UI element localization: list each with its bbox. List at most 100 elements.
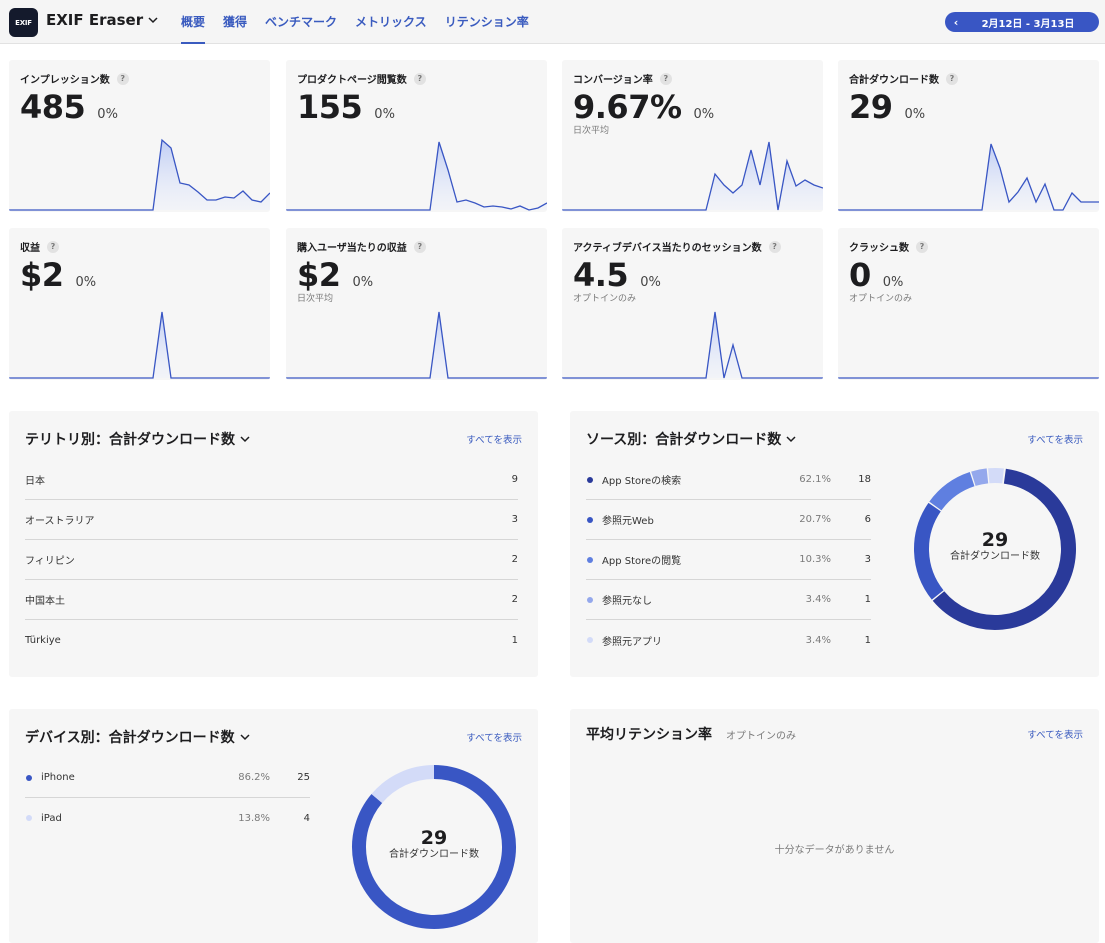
row-label: 中国本土 [25,596,65,607]
metric-value-number: 4.5 [573,256,629,294]
see-all-link[interactable]: すべてを表示 [466,733,522,744]
help-icon[interactable]: ? [916,240,928,253]
metric-title: クラッシュ数? [849,239,928,254]
help-icon[interactable]: ? [413,72,426,85]
row-name: 日本 [25,472,478,487]
legend-dot-icon [26,774,32,781]
metric-value: $2 0% [297,256,373,294]
row-name: App Storeの閲覧 [586,552,771,567]
list-row: 中国本土 2 [25,580,518,620]
sparkline-area [286,142,547,210]
sparkline-chart [838,377,1099,379]
device-donut-center: 29 合計ダウンロード数 [351,828,517,862]
tab-overview[interactable]: 概要 [181,0,206,44]
metric-value: 485 0% [20,88,118,126]
row-count: 4 [303,812,310,824]
metric-card[interactable]: プロダクトページ閲覧数? 155 0% [286,60,547,212]
row-percent: 10.3% [799,554,831,565]
row-label: Türkiye [25,634,61,646]
source-panel: ソース別：合計ダウンロード数 すべてを表示 App Storeの検索 62.1% 1… [570,411,1099,677]
donut-label: 合計ダウンロード数 [389,849,479,860]
app-switcher[interactable]: EXIF Eraser [46,11,159,29]
device-title-dropdown[interactable]: デバイス別：合計ダウンロード数 [25,727,251,747]
see-all-link[interactable]: すべてを表示 [1027,730,1083,741]
metric-value: $2 0% [20,256,96,294]
donut-slice[interactable] [932,468,1076,630]
metric-change: 0% [97,107,118,122]
sparkline-chart [562,311,823,379]
tab-retention[interactable]: リテンション率 [444,15,529,29]
app-icon[interactable]: EXIF [9,8,38,37]
metric-title-text: 収益 [20,243,40,254]
sparkline-line [562,141,823,211]
row-name: 参照元Web [586,512,771,527]
sparkline-line [9,138,270,211]
help-icon[interactable]: ? [47,240,59,253]
sparkline-area [562,142,823,210]
donut-slice[interactable] [929,472,975,511]
help-icon[interactable]: ? [946,72,958,85]
chevron-down-icon [786,436,796,443]
help-icon[interactable]: ? [116,72,129,85]
metric-subtitle: オプトインのみ [573,294,637,304]
metric-card[interactable]: 購入ユーザ当たりの収益? $2 0% 日次平均 [286,228,547,380]
row-count: 25 [297,772,310,783]
chevron-left-icon[interactable]: ‹ [953,15,959,29]
list-row: iPhone 86.2% 25 [25,758,310,798]
tab-acquisition[interactable]: 獲得 [223,15,248,29]
legend-dot-icon [587,476,593,483]
metric-title: 購入ユーザ当たりの収益? [297,239,426,254]
source-donut-center: 29 合計ダウンロード数 [913,530,1077,564]
chevron-down-icon [148,17,158,24]
source-title-dropdown[interactable]: ソース別：合計ダウンロード数 [586,429,797,449]
donut-total: 29 [981,529,1009,551]
sparkline-area [838,144,1099,210]
row-name: 参照元なし [586,592,771,607]
row-label: App Storeの閲覧 [602,556,682,567]
metric-title-text: コンバージョン率 [573,75,653,86]
source-donut-chart [914,468,1076,630]
metric-title: アクティブデバイス当たりのセッション数? [573,239,781,254]
metric-title-text: プロダクトページ閲覧数 [297,75,407,86]
metric-card[interactable]: アクティブデバイス当たりのセッション数? 4.5 0% オプトインのみ [562,228,823,380]
see-all-link[interactable]: すべてを表示 [466,435,522,446]
metric-title-text: アクティブデバイス当たりのセッション数 [573,243,762,254]
metric-card[interactable]: 収益? $2 0% [9,228,270,380]
metric-title-text: 合計ダウンロード数 [849,75,939,86]
metric-card[interactable]: インプレッション数? 485 0% [9,60,270,212]
territory-title-dropdown[interactable]: テリトリ別：合計ダウンロード数 [25,429,251,449]
metric-value: 0 0% [849,256,903,294]
retention-title: 平均リテンション率 [586,727,712,743]
row-name: 参照元アプリ [586,633,771,648]
row-count: 3 [511,514,518,525]
date-range-picker[interactable]: ‹ 2月12日 - 3月13日 [945,12,1099,32]
metric-value: 9.67% 0% [573,88,714,126]
metric-change: 0% [374,107,395,122]
sparkline-area [562,312,823,378]
donut-slice[interactable] [971,468,989,486]
row-count: 1 [864,634,871,646]
row-name: Türkiye [25,635,478,646]
chevron-down-icon [240,734,250,741]
metric-card[interactable]: コンバージョン率? 9.67% 0% 日次平均 [562,60,823,212]
see-all-link[interactable]: すべてを表示 [1027,435,1083,446]
list-row: App Storeの閲覧 10.3% 3 [586,540,871,580]
metric-value: 4.5 0% [573,256,661,294]
help-icon[interactable]: ? [768,240,781,253]
metric-value-number: 29 [849,88,893,126]
help-icon[interactable]: ? [413,240,426,253]
metric-card[interactable]: クラッシュ数? 0 0% オプトインのみ [838,228,1099,380]
sparkline-line [286,141,547,211]
donut-slice[interactable] [914,502,944,600]
help-icon[interactable]: ? [659,72,672,85]
legend-dot-icon [587,637,593,643]
tab-benchmarks[interactable]: ベンチマーク [265,15,338,29]
donut-total: 29 [420,827,448,849]
donut-slice[interactable] [352,765,516,929]
tab-metrics[interactable]: メトリックス [355,15,427,29]
legend-dot-icon [587,516,593,523]
donut-slice[interactable] [371,765,435,804]
row-percent: 13.8% [238,812,270,824]
metric-card[interactable]: 合計ダウンロード数? 29 0% [838,60,1099,212]
row-count: 2 [511,554,518,565]
